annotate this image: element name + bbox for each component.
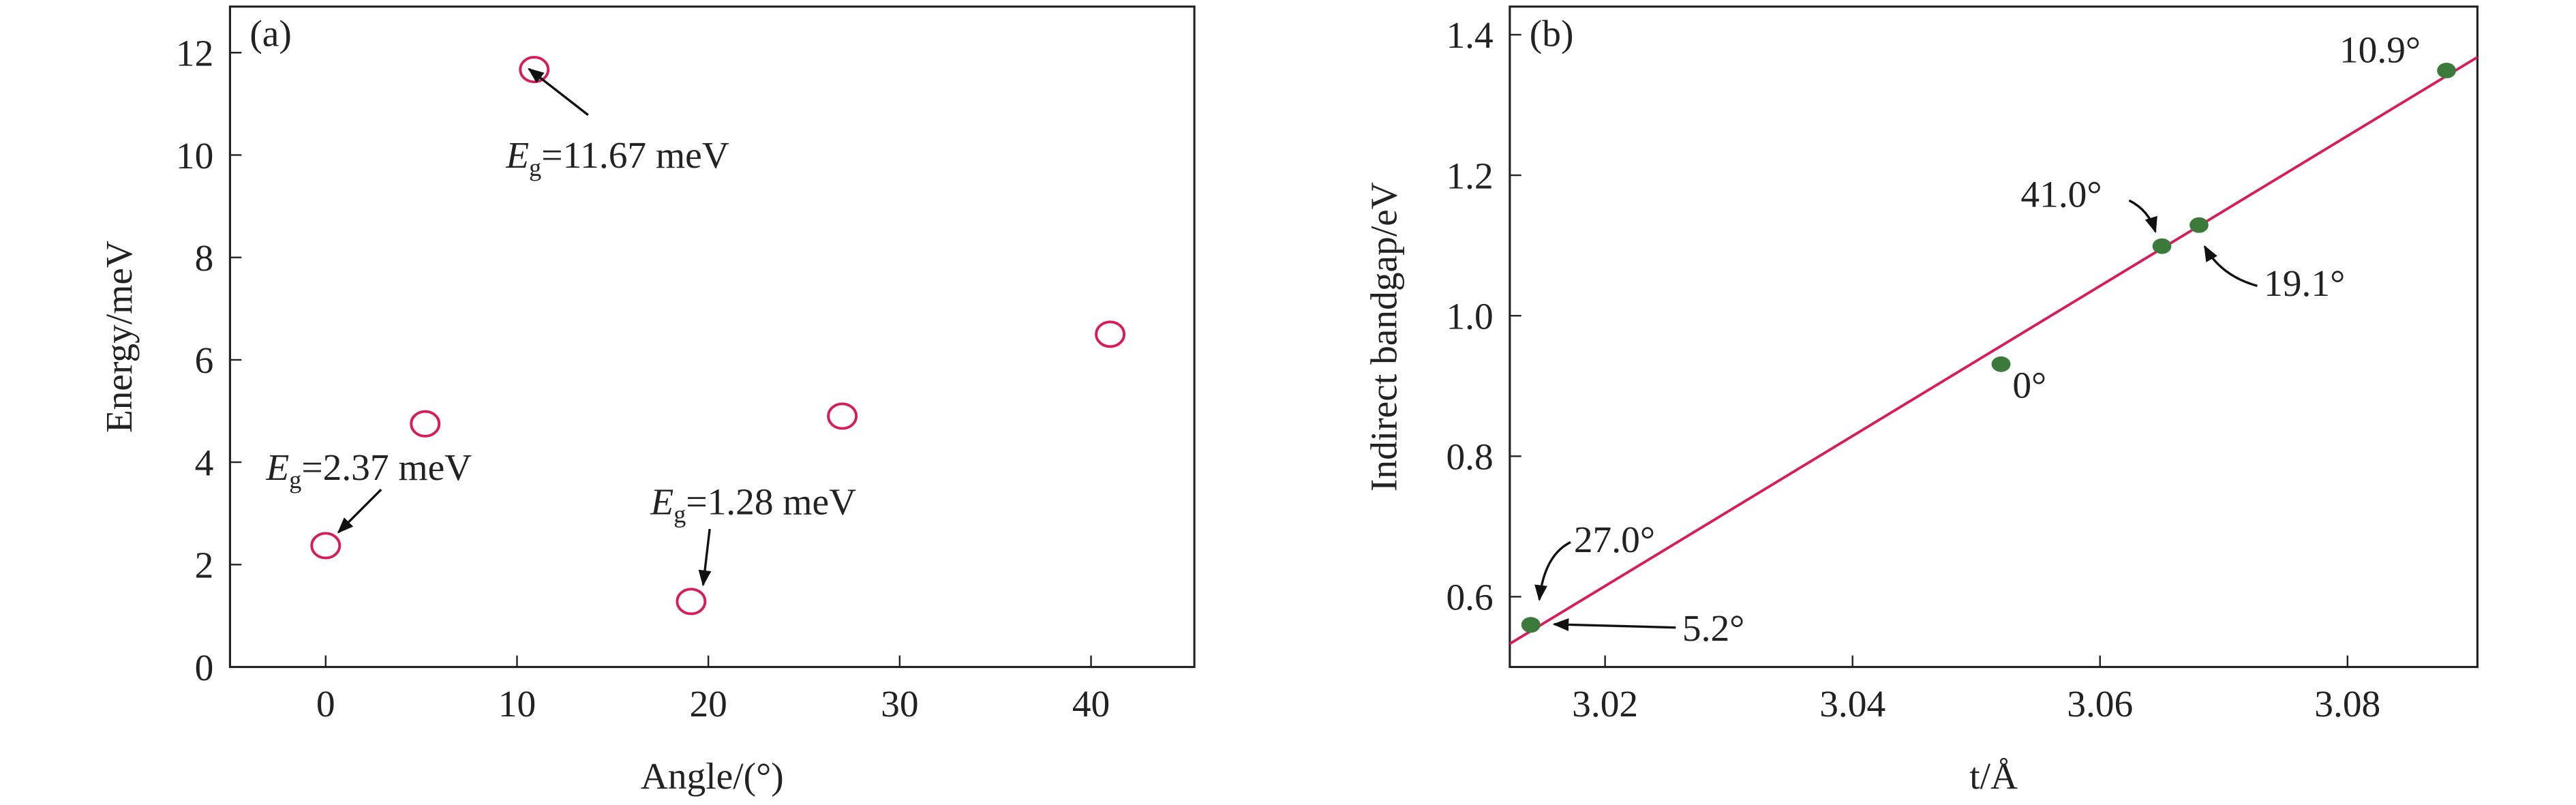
- y-tick-label: 4: [195, 442, 214, 483]
- x-tick-label: 40: [1072, 683, 1110, 725]
- annotation: Eg=11.67 meV: [505, 134, 729, 181]
- data-point: [1095, 320, 1126, 348]
- y-tick-label: 1.4: [1446, 14, 1493, 56]
- annotation-arrow: [698, 528, 712, 587]
- data-point: [1991, 356, 2011, 372]
- annotation-symbol: E: [505, 134, 529, 176]
- data-point: [310, 532, 342, 560]
- data-point: [2152, 238, 2172, 254]
- y-axis-label: Energy/meV: [98, 241, 140, 433]
- data-point: [827, 402, 858, 430]
- annotation-symbol: E: [650, 481, 673, 522]
- annotation-text: =11.67 meV: [541, 134, 729, 176]
- annotation-arrow: [2128, 199, 2157, 234]
- annotation-arrow: [528, 67, 589, 117]
- panel-label: (a): [249, 13, 292, 55]
- annotation: Eg=2.37 meV: [265, 446, 472, 493]
- data-point: [2189, 217, 2209, 233]
- data-point: [410, 410, 441, 438]
- y-axis-label: Indirect bandgap/eV: [1363, 182, 1405, 491]
- annotation: Eg=1.28 meV: [650, 481, 856, 528]
- x-tick-label: 3.08: [2314, 683, 2380, 725]
- x-tick-label: 10: [498, 683, 536, 725]
- y-tick-label: 6: [195, 339, 214, 381]
- annotation-text: =1.28 meV: [686, 481, 856, 522]
- annotation-subscript: g: [529, 154, 541, 181]
- data-point: [2437, 63, 2456, 78]
- point-label: 0°: [2012, 364, 2046, 406]
- x-tick-label: 3.02: [1572, 683, 1638, 725]
- point-label: 19.1°: [2264, 262, 2345, 304]
- annotation-symbol: E: [265, 446, 289, 488]
- x-tick-label: 30: [881, 683, 918, 725]
- point-label: 41.0°: [2020, 174, 2102, 215]
- annotation-subscript: g: [289, 466, 301, 493]
- y-tick-label: 0.6: [1446, 577, 1493, 618]
- y-tick-label: 1.2: [1446, 155, 1493, 196]
- fit-line: [1509, 56, 2479, 645]
- plot-frame: [1509, 5, 2479, 669]
- y-tick-label: 12: [176, 33, 213, 74]
- y-tick-label: 0.8: [1446, 436, 1493, 478]
- x-tick-label: 3.04: [1819, 683, 1885, 725]
- data-point: [1521, 617, 1541, 633]
- plot-frame: [228, 5, 1196, 669]
- y-tick-label: 1.0: [1446, 295, 1493, 337]
- annotation-arrow: [2203, 245, 2258, 288]
- annotation-arrow: [1552, 618, 1676, 631]
- point-label: 10.9°: [2339, 29, 2421, 71]
- y-tick-label: 8: [195, 237, 214, 279]
- y-tick-label: 0: [195, 647, 214, 688]
- x-axis-label: t/Å: [1969, 755, 2018, 797]
- x-tick-label: 20: [689, 683, 727, 725]
- x-axis-label: Angle/(°): [641, 755, 784, 797]
- annotation-arrow: [337, 489, 382, 534]
- data-point: [676, 588, 707, 616]
- y-tick-label: 10: [176, 135, 213, 177]
- x-tick-label: 3.06: [2067, 683, 2133, 725]
- x-tick-label: 0: [316, 683, 335, 725]
- point-label: 5.2°: [1682, 607, 1744, 649]
- point-label: 27.0°: [1574, 519, 1655, 560]
- annotation-text: =2.37 meV: [301, 446, 472, 488]
- annotation-arrow: [1534, 541, 1571, 602]
- panel-label: (b): [1530, 13, 1574, 55]
- y-tick-label: 2: [195, 545, 214, 586]
- annotation-subscript: g: [673, 500, 686, 528]
- data-point: [519, 56, 550, 84]
